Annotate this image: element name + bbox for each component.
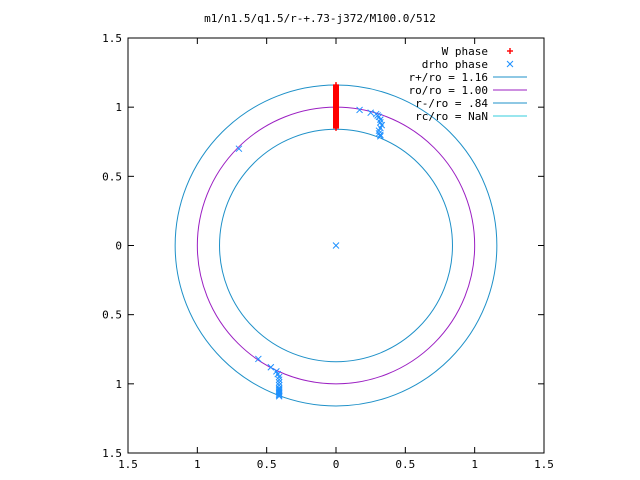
x-tick-label: 1.5	[118, 458, 138, 471]
y-tick-label: 1	[115, 101, 122, 114]
data-point	[275, 376, 283, 384]
x-tick-label: 1.5	[534, 458, 554, 471]
legend-label: ro/ro = 1.00	[409, 84, 488, 97]
x-tick-label: 1	[471, 458, 478, 471]
data-point	[275, 390, 283, 397]
legend-label: r+/ro = 1.16	[409, 71, 488, 84]
data-point	[377, 132, 384, 140]
legend-label: rc/ro = NaN	[415, 110, 488, 123]
data-point	[356, 106, 363, 114]
data-point	[254, 355, 262, 363]
x-tick-label: 0	[333, 458, 340, 471]
axis-ticks: 1.5 1 0.5 0 0.5 1 1.51.510.500.511.5	[102, 32, 554, 471]
y-tick-label: 1.5	[102, 32, 122, 45]
y-tick-label: 0	[115, 240, 122, 253]
x-tick-label: 0.5	[257, 458, 277, 471]
legend-label: r-/ro = .84	[415, 97, 488, 110]
data-point	[275, 392, 283, 400]
w-phase-band	[333, 85, 339, 128]
y-tick-label: 1.5	[102, 447, 122, 460]
legend-label: W phase	[442, 45, 488, 58]
data-point	[235, 145, 243, 153]
data-point	[375, 127, 383, 135]
legend-label: drho phase	[422, 58, 488, 71]
chart-title: m1/n1.5/q1.5/r-+.73-j372/M100.0/512	[204, 12, 436, 25]
y-tick-label: 0.5	[102, 170, 122, 183]
data-point	[332, 242, 340, 249]
legend-symbol	[507, 48, 513, 54]
data-point	[267, 363, 275, 371]
data-point	[275, 373, 283, 381]
data-point	[377, 116, 384, 123]
data-point	[377, 131, 384, 139]
data-point	[275, 391, 283, 399]
x-tick-label: 0.5	[395, 458, 415, 471]
data-point	[275, 379, 283, 386]
legend-symbol	[506, 60, 514, 68]
y-tick-label: 1	[115, 378, 122, 391]
y-tick-label: 0.5	[102, 309, 122, 322]
data-point	[367, 109, 375, 117]
data-series	[235, 82, 386, 400]
x-tick-label: 1	[194, 458, 201, 471]
